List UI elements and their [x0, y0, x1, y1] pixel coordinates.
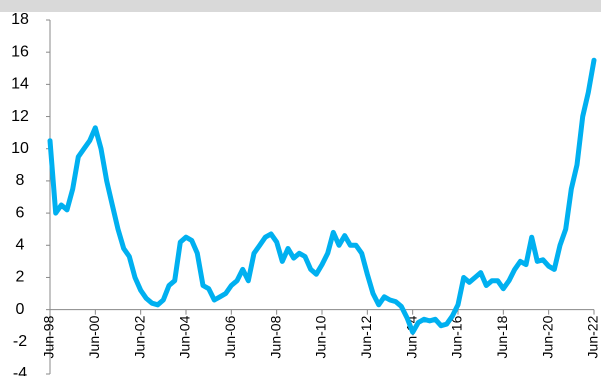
- y-tick-label: 4: [16, 236, 25, 253]
- y-tick-label: 8: [16, 172, 25, 189]
- x-tick-label: Jun-10: [313, 315, 329, 358]
- y-tick-label: 2: [16, 269, 25, 286]
- y-tick-label: 6: [16, 204, 25, 221]
- y-tick-label: 10: [11, 140, 29, 157]
- x-tick-label: Jun-04: [177, 315, 193, 358]
- data-line: [47, 57, 597, 335]
- y-tick-label: 16: [11, 43, 29, 60]
- x-tick-label: Jun-12: [358, 315, 374, 358]
- x-tick-label: Jun-02: [131, 315, 147, 358]
- header-band: [0, 0, 601, 12]
- x-tick-label: Jun-18: [494, 315, 510, 358]
- x-tick-label: Jun-00: [86, 315, 102, 358]
- x-tick-label: Jun-06: [222, 315, 238, 358]
- y-tick-label: 18: [11, 11, 29, 28]
- x-tick-label: Jun-08: [267, 315, 283, 358]
- y-tick-label: -4: [13, 365, 27, 376]
- y-tick-label: 0: [16, 301, 25, 318]
- x-tick-label: Jun-22: [585, 315, 601, 358]
- y-tick-label: -2: [13, 333, 27, 350]
- x-tick-label: Jun-20: [539, 315, 555, 358]
- x-tick-label: Jun-98: [41, 315, 57, 358]
- y-tick-label: 12: [11, 108, 29, 125]
- y-tick-label: 14: [11, 76, 29, 93]
- x-tick-label: Jun-16: [449, 315, 465, 358]
